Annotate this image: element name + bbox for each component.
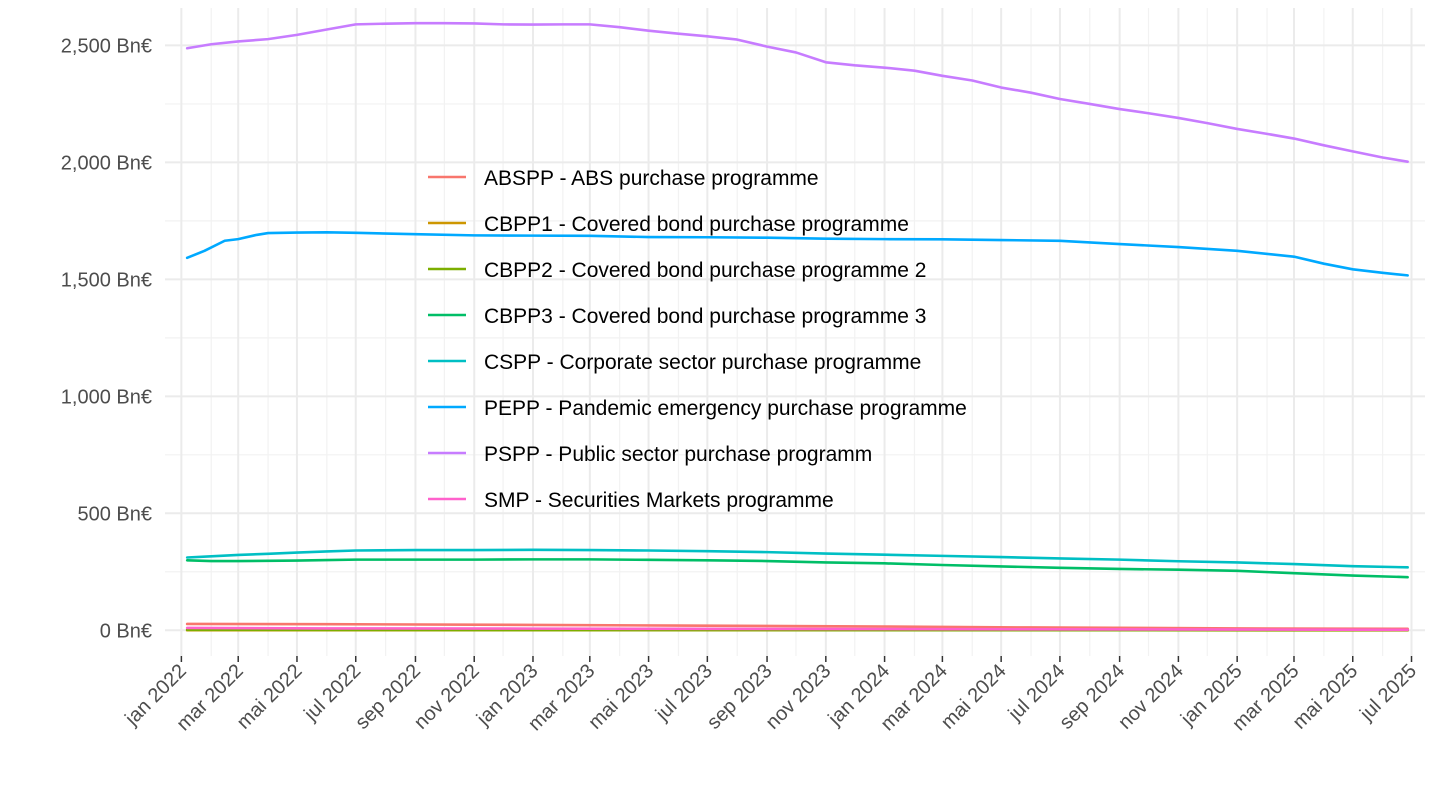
grid xyxy=(165,8,1425,656)
y-axis: 0 Bn€ 500 Bn€ 1,000 Bn€ 1,500 Bn€ 2,000 Bn€ 2… xyxy=(61,35,152,642)
y-tick-label: 2,500 Bn€ xyxy=(61,35,152,57)
legend-label: ABSPP - ABS purchase programme xyxy=(484,167,819,190)
x-tick-label: mai 2024 xyxy=(937,660,1011,734)
series xyxy=(185,21,1409,632)
y-tick-label: 2,000 Bn€ xyxy=(61,152,152,174)
y-tick-label: 500 Bn€ xyxy=(77,503,152,525)
legend-label: CBPP3 - Covered bond purchase programme … xyxy=(484,305,926,328)
legend-item: CBPP2 - Covered bond purchase programme … xyxy=(428,259,926,282)
x-tick-label: mai 2023 xyxy=(584,660,658,734)
legend-item: CBPP1 - Covered bond purchase programme xyxy=(428,213,909,236)
x-tick-label: jul 2025 xyxy=(1355,660,1421,726)
y-tick-label: 1,000 Bn€ xyxy=(61,386,152,408)
legend-item: CSPP - Corporate sector purchase program… xyxy=(428,351,921,374)
series-line-pspp xyxy=(185,21,1409,163)
x-tick-label: mai 2025 xyxy=(1289,660,1363,734)
x-tick-label: nov 2022 xyxy=(410,660,484,734)
legend-label: CBPP1 - Covered bond purchase programme xyxy=(484,213,909,236)
series-line-pepp xyxy=(185,231,1409,277)
legend-label: SMP - Securities Markets programme xyxy=(484,489,834,512)
x-tick-label: nov 2023 xyxy=(762,660,836,734)
legend-label: CSPP - Corporate sector purchase program… xyxy=(484,351,921,374)
x-tick-label: mai 2022 xyxy=(233,660,307,734)
legend-label: PSPP - Public sector purchase programm xyxy=(484,443,872,466)
x-tick-label: nov 2024 xyxy=(1114,660,1188,734)
series-line-cspp xyxy=(185,548,1409,569)
series-line-smp xyxy=(185,626,1409,632)
legend-label: PEPP - Pandemic emergency purchase progr… xyxy=(484,397,967,420)
series-line-cbpp3 xyxy=(185,558,1409,579)
y-tick-label: 0 Bn€ xyxy=(100,620,152,642)
legend-item: SMP - Securities Markets programme xyxy=(428,489,834,512)
legend-item: PSPP - Public sector purchase programm xyxy=(428,443,872,466)
y-tick-label: 1,500 Bn€ xyxy=(61,269,152,291)
legend-item: CBPP3 - Covered bond purchase programme … xyxy=(428,305,926,328)
legend-item: PEPP - Pandemic emergency purchase progr… xyxy=(428,397,967,420)
legend-item: ABSPP - ABS purchase programme xyxy=(428,167,819,190)
legend: ABSPP - ABS purchase programme CBPP1 - Co… xyxy=(428,167,967,512)
legend-label: CBPP2 - Covered bond purchase programme … xyxy=(484,259,926,282)
